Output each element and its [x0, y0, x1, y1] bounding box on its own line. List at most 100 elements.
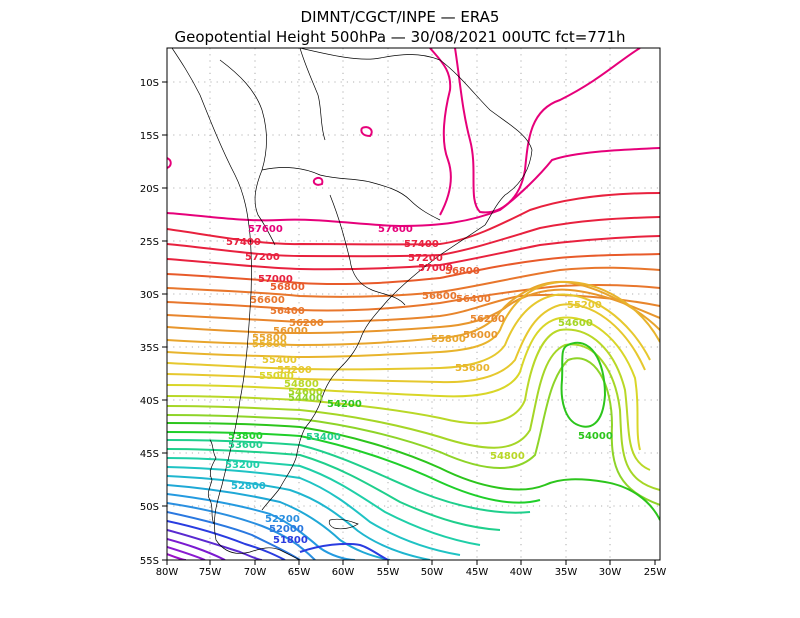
- contour-55800: [167, 280, 660, 347]
- contour-55400: [167, 293, 651, 371]
- lon-tick-label: 80W: [156, 567, 179, 578]
- contour-label: 57000: [258, 274, 293, 285]
- contour-label: 56200: [289, 318, 324, 329]
- contour-53600: [167, 439, 531, 514]
- contour-label: 54400: [288, 393, 323, 404]
- contour-small-loop: [167, 157, 172, 169]
- contour-57400: [167, 192, 660, 246]
- lon-tick-label: 40W: [510, 567, 533, 578]
- latitude-axis: 10S 15S 20S 25S 30S 35S 40S 45S 50S 55S: [140, 78, 167, 567]
- contour-labels: 57600 57600 57400 57400 57200 57200 5700…: [225, 224, 613, 546]
- contour-51400: [167, 538, 226, 560]
- contour-label: 53800: [228, 431, 263, 442]
- longitude-axis: 80W 75W 70W 65W 60W 55W 50W 45W 40W 35W …: [156, 560, 667, 578]
- lat-tick-label: 20S: [140, 184, 159, 195]
- chile-archipelago: [207, 439, 217, 525]
- contour-label: 55200: [567, 300, 602, 311]
- lat-tick-label: 55S: [140, 556, 159, 567]
- contour-label: 55600: [252, 339, 287, 350]
- contour-label: 55800: [252, 333, 287, 344]
- contour-54600: [167, 343, 660, 491]
- contour-56000: [167, 288, 660, 335]
- contour-57600: [167, 147, 660, 228]
- lon-tick-label: 55W: [377, 567, 400, 578]
- contour-label: 54600: [558, 318, 593, 329]
- lat-tick-label: 25S: [140, 237, 159, 248]
- contour-label: 57200: [408, 253, 443, 264]
- contour-label: 53200: [225, 460, 260, 471]
- border-brazil-north: [299, 48, 326, 141]
- contour-small-loop-2: [360, 126, 373, 138]
- contour-label: 57600: [248, 224, 283, 235]
- contour-53800: [167, 431, 541, 504]
- lat-tick-label: 15S: [140, 131, 159, 142]
- title-line-2: Geopotential Height 500hPa — 30/08/2021 …: [174, 28, 625, 46]
- title-line-1: DIMNT/CGCT/INPE — ERA5: [301, 8, 500, 26]
- contour-51800: [167, 520, 389, 560]
- contour-label: 57200: [245, 252, 280, 263]
- contour-label: 54200: [327, 399, 362, 410]
- contour-label: 56600: [250, 295, 285, 306]
- contour-label: 52200: [265, 514, 300, 525]
- contour-label: 57400: [404, 239, 439, 250]
- lon-tick-label: 75W: [199, 567, 222, 578]
- contour-54400: [167, 357, 660, 506]
- contour-label: 55800: [431, 334, 466, 345]
- contour-label: 54600: [288, 387, 323, 398]
- contour-small-loop-3: [312, 176, 324, 186]
- contour-label: 56000: [463, 330, 498, 341]
- lon-tick-label: 50W: [421, 567, 444, 578]
- contour-52000: [167, 511, 301, 560]
- contour-label: 56800: [445, 266, 480, 277]
- contour-56600: [167, 266, 660, 298]
- contour-label: 56000: [273, 326, 308, 337]
- contour-55000: [167, 316, 641, 451]
- contour-label: 52000: [269, 524, 304, 535]
- lon-tick-label: 30W: [599, 567, 622, 578]
- contour-52200: [167, 502, 316, 560]
- lon-tick-label: 60W: [332, 567, 355, 578]
- border-paraguay-argentina: [329, 194, 406, 306]
- contour-label: 57400: [226, 237, 261, 248]
- contour-label: 54000: [578, 431, 613, 442]
- border-bolivia-brazil: [261, 167, 441, 221]
- contour-51200: [167, 546, 206, 560]
- contour-label: 56400: [270, 306, 305, 317]
- contour-label: 52800: [231, 481, 266, 492]
- lon-tick-label: 25W: [644, 567, 667, 578]
- contour-55200: [167, 303, 646, 384]
- plot-frame: [166, 47, 661, 561]
- lat-tick-label: 50S: [140, 502, 159, 513]
- contour-label: 55200: [277, 365, 312, 376]
- contour-54000-low: [560, 342, 607, 428]
- lon-tick-label: 45W: [466, 567, 489, 578]
- contour-label: 55400: [262, 355, 297, 366]
- lat-tick-label: 35S: [140, 343, 159, 354]
- contour-label: 51800: [273, 535, 308, 546]
- contour-54800: [167, 328, 651, 471]
- contour-56800: [167, 253, 660, 286]
- contour-54200: [167, 422, 660, 521]
- contour-label: 55000: [259, 371, 294, 382]
- contour-lines: [167, 48, 660, 560]
- contour-57000: [167, 235, 660, 271]
- contour-53000: [167, 466, 461, 556]
- contour-label: 53400: [306, 432, 341, 443]
- contour-label: 55600: [455, 363, 490, 374]
- contour-label: 54800: [490, 451, 525, 462]
- lat-tick-label: 10S: [140, 78, 159, 89]
- coastlines: [171, 48, 533, 560]
- falkland-islands: [328, 518, 359, 530]
- lon-tick-label: 65W: [288, 567, 311, 578]
- contour-label: 56800: [270, 282, 305, 293]
- south-america-east-coast: [261, 48, 533, 511]
- south-america-west-coast: [171, 48, 301, 560]
- lat-tick-label: 45S: [140, 449, 159, 460]
- contour-52800: [167, 475, 431, 560]
- contour-label: 56600: [422, 291, 457, 302]
- lon-tick-label: 35W: [555, 567, 578, 578]
- contour-label: 56400: [456, 294, 491, 305]
- contour-label: 57000: [418, 263, 453, 274]
- plot-area: [167, 48, 660, 560]
- contour-53400: [167, 448, 501, 531]
